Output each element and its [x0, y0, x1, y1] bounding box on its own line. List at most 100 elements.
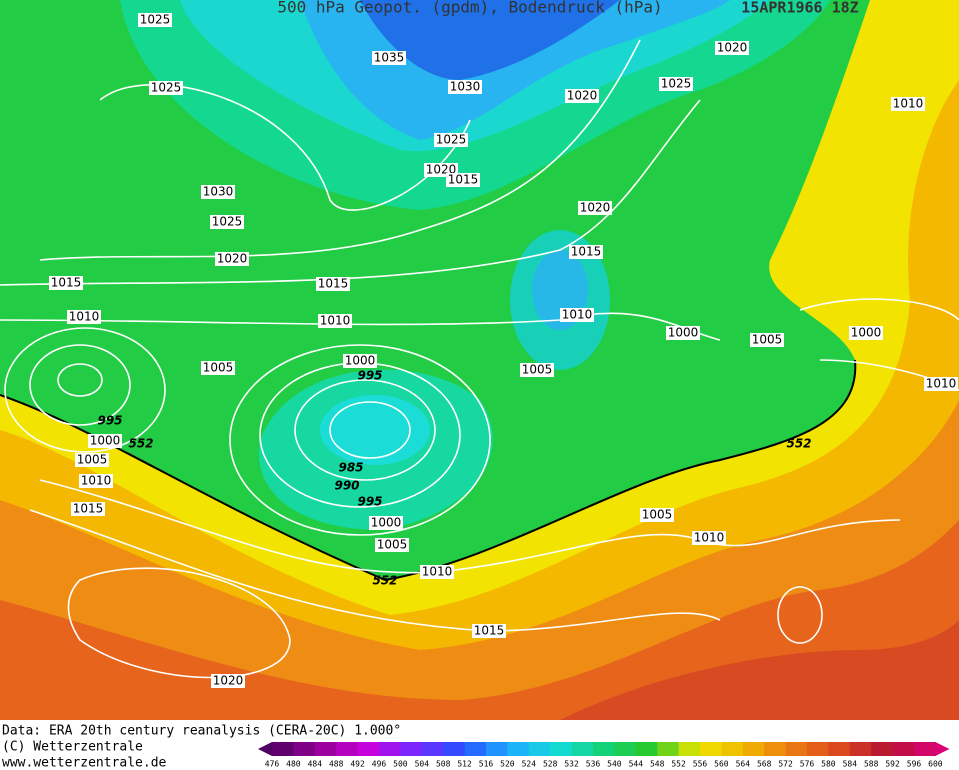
isobar-label: 1010 — [422, 565, 453, 579]
label-box — [49, 276, 83, 290]
isobar-label: 995 — [97, 414, 122, 428]
colorbar-label: 580 — [821, 760, 836, 769]
colorbar-label: 596 — [907, 760, 922, 769]
isobar-label: 1000 — [345, 354, 376, 368]
isobar-label: 1020 — [717, 41, 748, 55]
colorbar-label: 548 — [650, 760, 665, 769]
label-box — [210, 215, 244, 229]
colorbar-cell — [742, 742, 765, 756]
colorbar-cell — [272, 742, 294, 756]
colorbar-label: 536 — [586, 760, 601, 769]
isobar-label: 1010 — [69, 310, 100, 324]
colorbar-cell — [357, 742, 380, 756]
colorbar-label: 500 — [393, 760, 408, 769]
isobar-label: 1025 — [661, 77, 692, 91]
colorbar-cell — [914, 742, 936, 756]
label-box — [318, 314, 352, 328]
label-box — [343, 354, 377, 368]
colorbar-cell — [593, 742, 615, 756]
isobar-label: 985 — [338, 461, 363, 475]
label-box — [372, 51, 406, 65]
isobar-labels: 1025 1025 1035 1030 1020 1025 1020 1010 1025 1020… — [49, 13, 958, 688]
colorbar-label: 504 — [415, 760, 430, 769]
footer-source: Data: ERA 20th century reanalysis (CERA-… — [2, 724, 401, 739]
colorbar-label: 564 — [736, 760, 751, 769]
isobar — [29, 344, 131, 426]
isobar-label: 1010 — [320, 314, 351, 328]
label-box — [448, 80, 482, 94]
colorbar-label: 520 — [500, 760, 515, 769]
colorbar-cell — [764, 742, 787, 756]
label-box — [88, 434, 122, 448]
field-red — [560, 620, 959, 720]
label-box — [569, 245, 603, 259]
colorbar-cell — [400, 742, 423, 756]
isobar — [0, 312, 721, 341]
isobar-label: 1005 — [77, 453, 108, 467]
colorbar-label: 600 — [928, 760, 943, 769]
colorbar-cell — [336, 742, 359, 756]
colorbar-label: 568 — [757, 760, 772, 769]
isobar-label: 1015 — [51, 276, 82, 290]
colorbar-label: 492 — [350, 760, 365, 769]
isobar-label: 990 — [334, 479, 359, 493]
label-box — [201, 361, 235, 375]
label-box — [891, 97, 925, 111]
footer-copyright: (C) Wetterzentrale — [2, 740, 143, 755]
label-box — [659, 77, 693, 91]
colorbar-end — [258, 742, 272, 756]
isobar — [57, 363, 103, 397]
isobar-label: 1015 — [448, 173, 479, 187]
colorbar-label: 552 — [671, 760, 686, 769]
map-date: 15APR1966 18Z — [741, 0, 858, 17]
colorbar-label: 524 — [522, 760, 537, 769]
colorbar-label: 516 — [479, 760, 494, 769]
label-box — [316, 277, 350, 291]
isobar-label: 1005 — [752, 333, 783, 347]
colorbar-label: 532 — [564, 760, 579, 769]
colorbar-label: 592 — [885, 760, 900, 769]
isobar-label: 1020 — [567, 89, 598, 103]
label-box — [924, 377, 958, 391]
isobar-label: 1030 — [450, 80, 481, 94]
isobar-label: 1035 — [374, 51, 405, 65]
label-box — [446, 173, 480, 187]
field-cyan-low — [320, 395, 430, 465]
colorbar-label: 484 — [308, 760, 323, 769]
label-box — [578, 201, 612, 215]
isobar-label: 1025 — [140, 13, 171, 27]
colorbar-cell — [849, 742, 872, 756]
isobar-label: 1015 — [571, 245, 602, 259]
label-box — [369, 516, 403, 530]
label-box — [75, 453, 109, 467]
label-box — [472, 624, 506, 638]
colorbar-cell — [807, 742, 829, 756]
label-box — [750, 333, 784, 347]
isobar — [229, 344, 491, 536]
isobar-label: 1025 — [436, 133, 467, 147]
isobar — [39, 39, 641, 261]
colorbar-cell — [657, 742, 680, 756]
isobar-label: 552 — [372, 574, 397, 588]
colorbar-cell — [678, 742, 701, 756]
isobar-label: 1000 — [90, 434, 121, 448]
isobar-label: 1025 — [212, 215, 243, 229]
colorbar-cell — [892, 742, 915, 756]
label-box — [67, 310, 101, 324]
label-box — [560, 308, 594, 322]
colorbar-cell — [379, 742, 401, 756]
isobar — [294, 379, 436, 481]
label-box — [375, 538, 409, 552]
label-box — [434, 133, 468, 147]
label-box — [640, 508, 674, 522]
colorbar-cell — [635, 742, 658, 756]
colorbar-label: 528 — [543, 760, 558, 769]
colorbar-label: 540 — [607, 760, 622, 769]
label-box — [666, 326, 700, 340]
label-box — [520, 363, 554, 377]
contour-552 — [0, 359, 857, 582]
isobar-label: 1015 — [318, 277, 349, 291]
colorbar-cell — [550, 742, 573, 756]
colorbar-cell — [314, 742, 337, 756]
